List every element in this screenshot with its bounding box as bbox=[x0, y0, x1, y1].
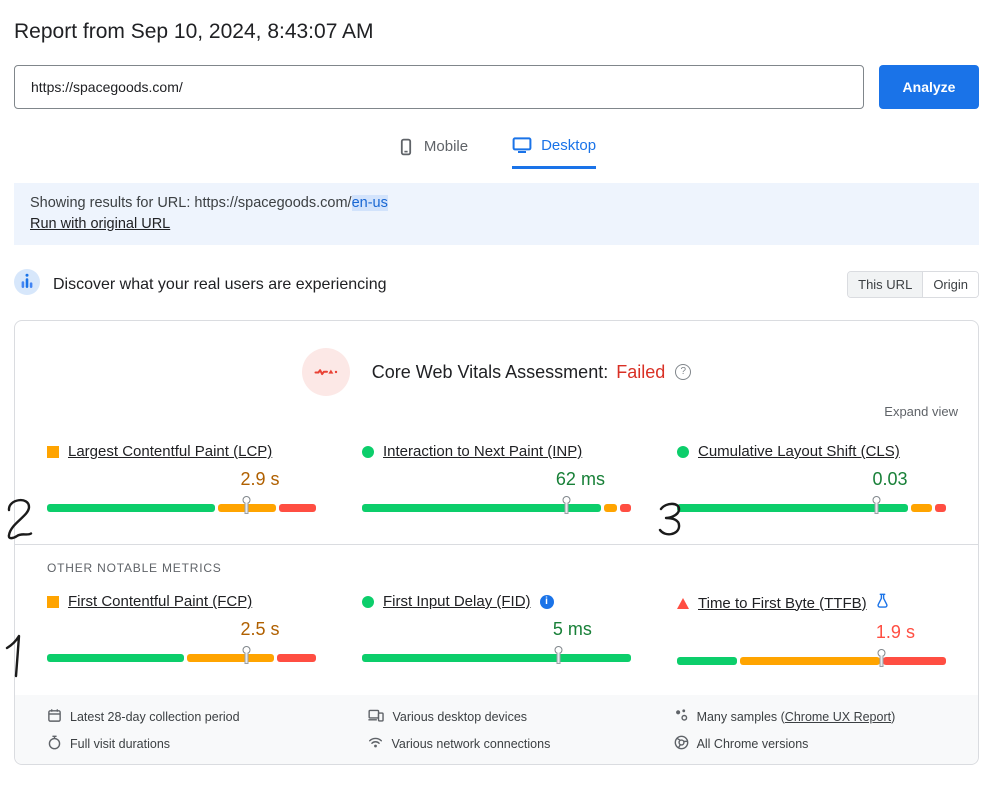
run-original-url-link[interactable]: Run with original URL bbox=[30, 216, 171, 232]
tab-desktop-label: Desktop bbox=[541, 136, 597, 154]
core-web-vitals-card: Core Web Vitals Assessment: Failed ? Exp… bbox=[14, 320, 979, 765]
info-icon[interactable]: i bbox=[539, 594, 554, 609]
core-metrics-row: Largest Contentful Paint (LCP) 2.9 s Int… bbox=[15, 421, 978, 518]
fcp-link[interactable]: First Contentful Paint (FCP) bbox=[68, 593, 253, 610]
url-input[interactable] bbox=[14, 65, 864, 109]
fid-percentile-marker bbox=[554, 646, 563, 664]
cwv-pulse-icon bbox=[301, 348, 350, 396]
cls-percentile-marker bbox=[872, 496, 881, 514]
experiment-flask-icon[interactable] bbox=[876, 593, 889, 613]
other-metrics-row: First Contentful Paint (FCP) 2.5 s First… bbox=[15, 575, 978, 671]
redirect-notice-text: Showing results for URL: https://spacego… bbox=[30, 195, 352, 211]
ttfb-percentile-marker bbox=[877, 649, 886, 667]
lcp-value: 2.9 s bbox=[240, 469, 280, 489]
cls-value: 0.03 bbox=[872, 469, 908, 489]
field-data-title: Discover what your real users are experi… bbox=[53, 275, 387, 293]
fcp-percentile-marker bbox=[242, 646, 251, 664]
cls-link[interactable]: Cumulative Layout Shift (CLS) bbox=[698, 443, 900, 460]
calendar-icon bbox=[47, 708, 62, 726]
devices-icon bbox=[368, 708, 385, 726]
cwv-assessment-label: Core Web Vitals Assessment: bbox=[371, 361, 609, 382]
fcp-value: 2.5 s bbox=[240, 619, 280, 639]
samples-label: Many samples (Chrome UX Report) bbox=[697, 710, 896, 724]
metric-inp: Interaction to Next Paint (INP) 62 ms bbox=[362, 443, 631, 518]
toggle-this-url[interactable]: This URL bbox=[848, 272, 923, 297]
fid-distribution-bar bbox=[362, 646, 631, 664]
data-source-footer: Latest 28-day collection period Full vis… bbox=[15, 695, 978, 764]
metric-fcp: First Contentful Paint (FCP) 2.5 s bbox=[47, 593, 317, 671]
metrics-divider bbox=[15, 544, 978, 545]
metric-fid: First Input Delay (FID) i 5 ms bbox=[362, 593, 631, 671]
lcp-distribution-bar bbox=[47, 496, 316, 514]
fcp-status-icon bbox=[47, 595, 59, 608]
samples-suffix: ) bbox=[891, 710, 896, 724]
fid-value: 5 ms bbox=[552, 619, 592, 639]
fcp-distribution-bar bbox=[47, 646, 317, 664]
fid-link[interactable]: First Input Delay (FID) bbox=[383, 593, 531, 610]
pagespeed-report-page: Report from Sep 10, 2024, 8:43:07 AM Ana… bbox=[0, 20, 993, 801]
visit-durations-item: Full visit durations bbox=[47, 735, 368, 753]
help-icon[interactable]: ? bbox=[675, 364, 692, 380]
redirect-highlight: en-us bbox=[351, 195, 388, 211]
devices-item: Various desktop devices bbox=[368, 708, 673, 726]
field-data-header: Discover what your real users are experi… bbox=[14, 269, 979, 300]
lcp-percentile-marker bbox=[242, 496, 251, 514]
other-metrics-label: OTHER NOTABLE METRICS bbox=[47, 561, 222, 575]
analyze-button[interactable]: Analyze bbox=[879, 65, 979, 109]
chrome-logo-icon bbox=[674, 735, 689, 753]
real-users-icon bbox=[14, 269, 40, 300]
redirect-notice-banner: Showing results for URL: https://spacego… bbox=[14, 183, 979, 245]
stopwatch-icon bbox=[47, 735, 62, 753]
inp-link[interactable]: Interaction to Next Paint (INP) bbox=[383, 443, 583, 460]
tab-mobile[interactable]: Mobile bbox=[397, 136, 468, 169]
inp-status-icon bbox=[362, 445, 374, 458]
cls-status-icon bbox=[677, 445, 689, 458]
ttfb-status-icon bbox=[677, 597, 689, 609]
network-wifi-icon bbox=[368, 735, 383, 752]
url-origin-toggle: This URL Origin bbox=[847, 271, 979, 298]
ttfb-distribution-bar bbox=[677, 649, 946, 667]
samples-item: Many samples (Chrome UX Report) bbox=[674, 708, 946, 726]
cwv-assessment-header: Core Web Vitals Assessment: Failed ? bbox=[15, 321, 978, 396]
toggle-origin[interactable]: Origin bbox=[922, 272, 978, 297]
device-tabs: Mobile Desktop bbox=[0, 136, 993, 169]
devices-label: Various desktop devices bbox=[392, 710, 528, 724]
lcp-link[interactable]: Largest Contentful Paint (LCP) bbox=[68, 443, 273, 460]
metric-lcp: Largest Contentful Paint (LCP) 2.9 s bbox=[47, 443, 316, 518]
desktop-monitor-icon bbox=[512, 136, 532, 154]
tab-mobile-label: Mobile bbox=[423, 138, 469, 155]
ttfb-link[interactable]: Time to First Byte (TTFB) bbox=[698, 594, 867, 612]
tab-desktop[interactable]: Desktop bbox=[512, 136, 597, 169]
inp-value: 62 ms bbox=[555, 469, 605, 489]
expand-view-link[interactable]: Expand view bbox=[884, 404, 958, 419]
inp-percentile-marker bbox=[562, 496, 571, 514]
network-label: Various network connections bbox=[391, 736, 551, 751]
chrome-versions-item: All Chrome versions bbox=[674, 735, 946, 753]
chrome-ux-report-link[interactable]: Chrome UX Report bbox=[784, 710, 892, 724]
fid-status-icon bbox=[362, 595, 374, 608]
mobile-phone-icon bbox=[397, 138, 415, 156]
cls-distribution-bar bbox=[677, 496, 946, 514]
inp-distribution-bar bbox=[362, 496, 631, 514]
ttfb-value: 1.9 s bbox=[875, 622, 915, 642]
cwv-assessment-status: Failed bbox=[616, 361, 666, 382]
samples-prefix: Many samples ( bbox=[696, 710, 785, 724]
collection-period-item: Latest 28-day collection period bbox=[47, 708, 368, 726]
collection-period-label: Latest 28-day collection period bbox=[70, 710, 240, 724]
metric-cls: Cumulative Layout Shift (CLS) 0.03 bbox=[677, 443, 946, 518]
lcp-status-icon bbox=[47, 445, 59, 458]
metric-ttfb: Time to First Byte (TTFB) 1.9 s bbox=[677, 593, 946, 671]
network-item: Various network connections bbox=[368, 735, 673, 752]
chrome-versions-label: All Chrome versions bbox=[696, 737, 809, 751]
page-title: Report from Sep 10, 2024, 8:43:07 AM bbox=[14, 20, 374, 43]
search-bar: Analyze bbox=[14, 65, 979, 109]
visit-durations-label: Full visit durations bbox=[70, 737, 171, 751]
samples-dots-icon bbox=[674, 708, 689, 726]
